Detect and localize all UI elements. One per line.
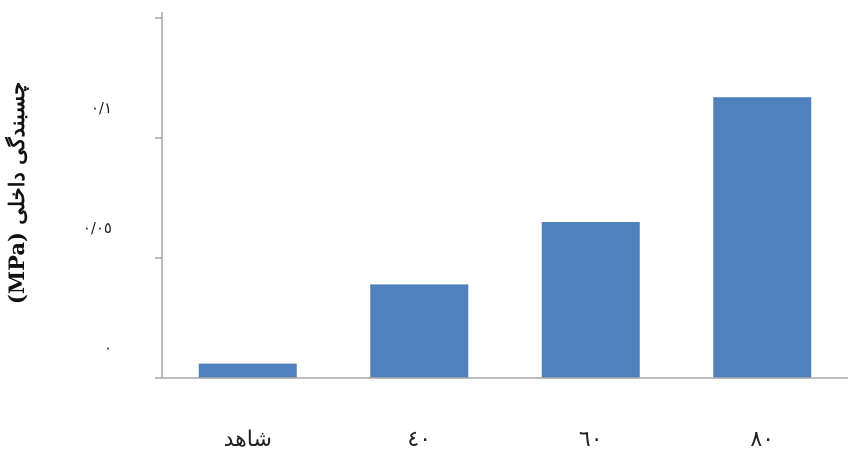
y-tick-label: ٠/٠٥ — [83, 219, 112, 237]
bar — [713, 97, 812, 378]
bar — [198, 363, 297, 378]
x-category-label: ٨٠ — [750, 427, 774, 452]
y-tick-label: ٠ — [104, 339, 112, 357]
y-axis-title: چسبندگی داخلی (MPa) — [4, 82, 29, 304]
x-axis-labels: شاهد ٤٠ ٦٠ ٨٠ — [224, 427, 774, 452]
y-tick-label: ٠/١ — [91, 99, 112, 117]
x-category-label: ٤٠ — [407, 427, 431, 452]
bars-group — [198, 97, 812, 378]
x-category-label: ٦٠ — [579, 427, 603, 452]
x-category-label: شاهد — [224, 427, 272, 452]
y-axis-ticks: ٠٠/٠٥٠/١٠/١٥ — [83, 17, 162, 379]
bar — [541, 222, 640, 378]
bar — [370, 284, 469, 378]
